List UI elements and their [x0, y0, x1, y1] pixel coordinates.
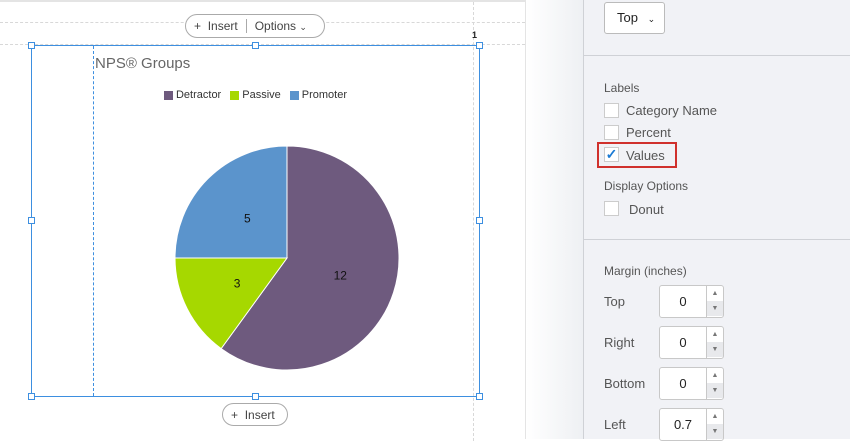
- legend-position-dropdown[interactable]: Top ⌄: [604, 2, 665, 34]
- insert-label: Insert: [244, 407, 275, 422]
- pie-chart: 12 3 5: [174, 145, 400, 371]
- category-name-checkbox[interactable]: [604, 103, 619, 118]
- margin-right-label: Right: [604, 335, 635, 350]
- legend-label: Passive: [242, 89, 281, 101]
- insert-options-toolbar: + Insert Options ⌄: [185, 14, 325, 38]
- options-button[interactable]: Options ⌄: [247, 19, 315, 33]
- legend-item: Detractor: [163, 89, 222, 101]
- category-name-label: Category Name: [626, 103, 718, 118]
- resize-handle[interactable]: [28, 217, 35, 224]
- legend-swatch: [230, 90, 240, 100]
- legend-label: Promoter: [301, 89, 348, 101]
- margin-left-label: Left: [604, 417, 626, 432]
- resize-handle[interactable]: [476, 42, 483, 49]
- percent-checkbox[interactable]: [604, 125, 619, 140]
- decrement-arrow-icon[interactable]: ▼: [707, 424, 723, 439]
- pie-slice-promoter: [174, 145, 288, 259]
- increment-arrow-icon[interactable]: ▲: [711, 331, 719, 338]
- percent-label: Percent: [626, 125, 671, 140]
- page-number: 1: [472, 30, 478, 40]
- donut-checkbox[interactable]: [604, 201, 619, 216]
- pie-slice-detractor: [220, 145, 400, 371]
- highlight-box: [597, 142, 677, 168]
- values-checkbox[interactable]: ✓: [604, 147, 619, 162]
- resize-handle[interactable]: [252, 393, 259, 400]
- pie-slice-passive: [174, 257, 288, 350]
- resize-handle[interactable]: [476, 393, 483, 400]
- margin-bottom-label: Bottom: [604, 376, 646, 391]
- margin-top-stepper[interactable]: ▲ ▼: [706, 285, 724, 318]
- bottom-insert-button[interactable]: + Insert: [222, 403, 288, 426]
- chart-title: NPS® Groups: [95, 55, 191, 72]
- margin-bottom-input[interactable]: 0: [659, 367, 707, 400]
- margin-right-input[interactable]: 0: [659, 326, 707, 359]
- margin-left-stepper[interactable]: ▲ ▼: [706, 408, 724, 441]
- legend-swatch: [163, 90, 173, 100]
- increment-arrow-icon[interactable]: ▲: [711, 372, 719, 379]
- legend-swatch: [289, 90, 299, 100]
- values-label: Values: [626, 148, 665, 163]
- resize-handle[interactable]: [252, 42, 259, 49]
- chart-widget[interactable]: NPS® Groups Detractor Passive Promoter 12 3…: [31, 45, 480, 397]
- legend-label: Detractor: [175, 89, 222, 101]
- margin-right-stepper[interactable]: ▲ ▼: [706, 326, 724, 359]
- chart-options-panel: Top ⌄ Labels Category Name Percent ✓ Valu…: [583, 0, 850, 441]
- decrement-arrow-icon[interactable]: ▼: [707, 301, 723, 316]
- chevron-down-icon: ⌄: [647, 14, 656, 24]
- increment-arrow-icon[interactable]: ▲: [711, 290, 719, 297]
- legend-item: Promoter: [289, 89, 348, 101]
- donut-label: Donut: [629, 202, 664, 217]
- decrement-arrow-icon[interactable]: ▼: [707, 383, 723, 398]
- report-canvas: + Insert Options ⌄ 1 NPS® Groups Detract…: [0, 0, 525, 441]
- insert-label: Insert: [207, 19, 238, 33]
- legend-item: Passive: [230, 89, 281, 101]
- margin-guide[interactable]: [93, 46, 94, 396]
- insert-button[interactable]: + Insert: [186, 19, 247, 33]
- pie-value-label: 3: [234, 276, 241, 290]
- margin-bottom-stepper[interactable]: ▲ ▼: [706, 367, 724, 400]
- display-options-heading: Display Options: [604, 179, 689, 193]
- decrement-arrow-icon[interactable]: ▼: [707, 342, 723, 357]
- margin-heading: Margin (inches): [604, 264, 687, 278]
- checkmark-icon: ✓: [605, 146, 618, 162]
- chevron-down-icon: ⌄: [299, 22, 307, 32]
- pie-value-label: 12: [334, 268, 348, 282]
- increment-arrow-icon[interactable]: ▲: [711, 413, 719, 420]
- margin-left-input[interactable]: 0.7: [659, 408, 707, 441]
- resize-handle[interactable]: [28, 42, 35, 49]
- chart-legend: Detractor Passive Promoter: [32, 89, 479, 101]
- margin-top-input[interactable]: 0: [659, 285, 707, 318]
- panel-gutter: [525, 0, 583, 439]
- pie-value-label: 5: [244, 211, 251, 225]
- margin-top-label: Top: [604, 294, 625, 309]
- labels-heading: Labels: [604, 81, 640, 95]
- legend-position-value: Top: [617, 10, 638, 25]
- resize-handle[interactable]: [476, 217, 483, 224]
- options-label: Options: [254, 19, 297, 33]
- resize-handle[interactable]: [28, 393, 35, 400]
